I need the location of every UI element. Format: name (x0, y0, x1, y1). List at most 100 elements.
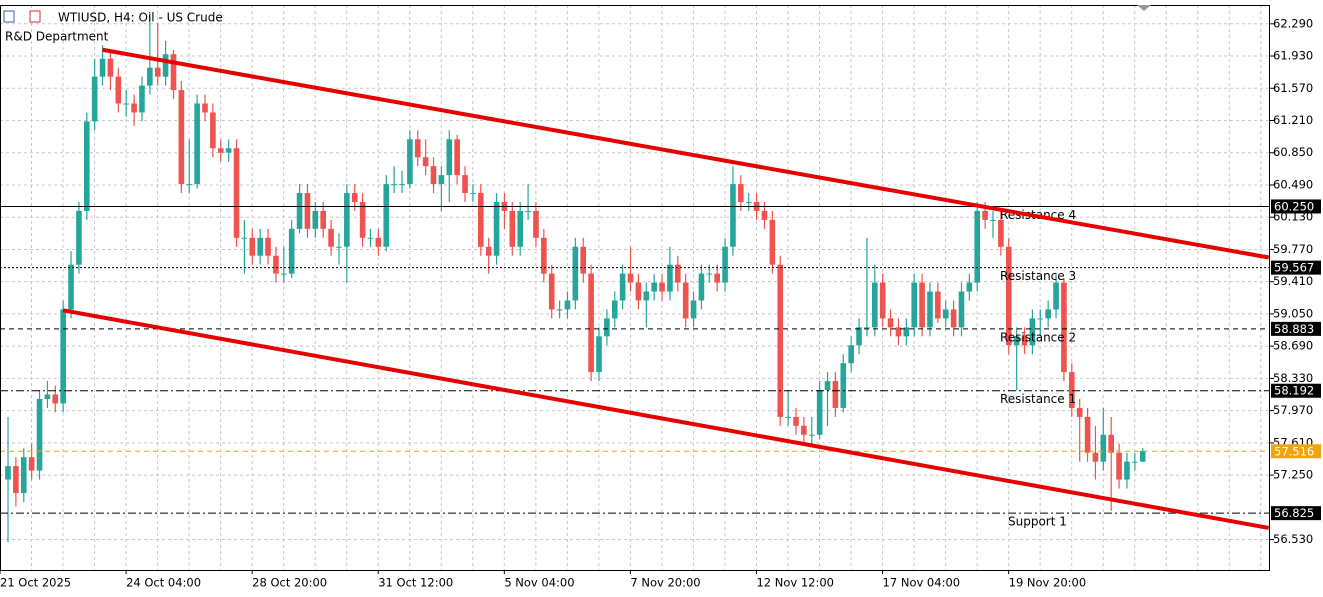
candle-body (840, 363, 847, 408)
candle-body (485, 246, 492, 256)
chart-title: WTIUSD, H4: Oil - US Crude (58, 11, 223, 25)
candle-body (942, 309, 949, 319)
y-tick-label: 59.410 (1273, 274, 1313, 288)
candle-body (351, 193, 358, 202)
candle-body (391, 184, 397, 186)
candle-body (99, 58, 106, 77)
candle-body (990, 219, 996, 221)
level-price-label: 58.192 (1274, 384, 1314, 398)
candle-body (154, 67, 161, 77)
candle-body (44, 394, 51, 399)
level-price-label: 60.250 (1274, 199, 1314, 213)
candle-body (202, 103, 208, 113)
level-price-box (1271, 383, 1321, 398)
y-tick-label: 58.330 (1273, 371, 1313, 385)
candle-body (273, 255, 279, 274)
candle-body (493, 201, 500, 256)
candle-body (588, 273, 594, 373)
trendline (62, 308, 1270, 530)
candle-body (375, 237, 382, 247)
candle-body (659, 282, 665, 292)
candle-body (919, 282, 925, 328)
candle-body (68, 264, 74, 310)
candle-body (619, 273, 626, 301)
candle-body (178, 90, 185, 185)
candle-body (675, 264, 681, 283)
candle-body (296, 193, 303, 229)
candle-body (1132, 461, 1138, 463)
candle-body (210, 112, 216, 149)
candle-body (887, 318, 894, 328)
level-price-box (1271, 444, 1321, 459)
candle-body (1005, 246, 1012, 346)
level-price-box (1271, 321, 1321, 336)
candle-body (241, 237, 248, 239)
candle-body (864, 327, 870, 329)
candle-body (698, 273, 705, 301)
level-price-label: 58.883 (1274, 322, 1314, 336)
candle-body (478, 193, 484, 247)
candle-body (690, 300, 697, 319)
candle-body (509, 210, 516, 247)
candle-body (359, 201, 366, 238)
candle-body (525, 210, 531, 212)
candle-body (470, 193, 476, 195)
icon (3, 10, 15, 23)
candle-body (1069, 372, 1075, 408)
candle-body (454, 139, 460, 176)
candle-body (611, 300, 618, 319)
y-tick-label: 60.850 (1273, 145, 1313, 159)
level-name: Resistance 2 (1000, 330, 1076, 344)
level-price-box (1271, 506, 1321, 521)
candle-body (982, 210, 988, 220)
candle-body (998, 219, 1004, 247)
candle-body (328, 228, 334, 247)
candle-body (808, 434, 815, 436)
candle-body (564, 300, 571, 310)
candle-body (1116, 452, 1122, 480)
candle-body (738, 184, 744, 202)
candle-body (777, 264, 784, 417)
candle-body (730, 184, 736, 247)
level-price-label: 57.516 (1274, 444, 1314, 458)
candle-body (28, 457, 35, 471)
candle-body (194, 103, 200, 185)
candle-body (399, 184, 405, 186)
shift-marker (1137, 5, 1151, 11)
level-price-label: 59.567 (1274, 261, 1314, 275)
candle-body (438, 175, 445, 185)
candle-body (604, 318, 610, 337)
candle-body (682, 282, 689, 319)
candle-body (761, 210, 768, 220)
x-tick-label: 28 Oct 20:00 (252, 576, 327, 590)
candle-body (383, 184, 390, 247)
candle-body (131, 103, 137, 113)
candle-body (533, 210, 539, 238)
candle-body (1045, 309, 1051, 319)
candle-body (769, 219, 776, 265)
candle-body (320, 210, 326, 229)
candle-body (706, 273, 713, 275)
level-name: Support 1 (1008, 515, 1067, 529)
candle-body (1124, 461, 1130, 480)
candle-body (1013, 336, 1020, 346)
x-tick-label: 5 Nov 04:00 (504, 576, 574, 590)
candle-body (903, 327, 910, 337)
x-tick-label: 12 Nov 12:00 (756, 576, 834, 590)
trendline (102, 47, 1270, 260)
candle-body (950, 309, 957, 328)
y-tick-label: 62.290 (1273, 16, 1313, 30)
candle-body (430, 166, 437, 185)
candle-body (139, 85, 145, 113)
candle-body (20, 457, 27, 493)
candle-body (911, 282, 917, 328)
candle-body (162, 54, 169, 77)
candle-body (793, 416, 799, 426)
candle-body (745, 201, 752, 203)
candle-body (801, 425, 807, 435)
candle-body (225, 148, 232, 153)
icon (29, 10, 41, 23)
candle-body (895, 327, 902, 337)
level-name: Resistance 3 (1000, 269, 1076, 283)
